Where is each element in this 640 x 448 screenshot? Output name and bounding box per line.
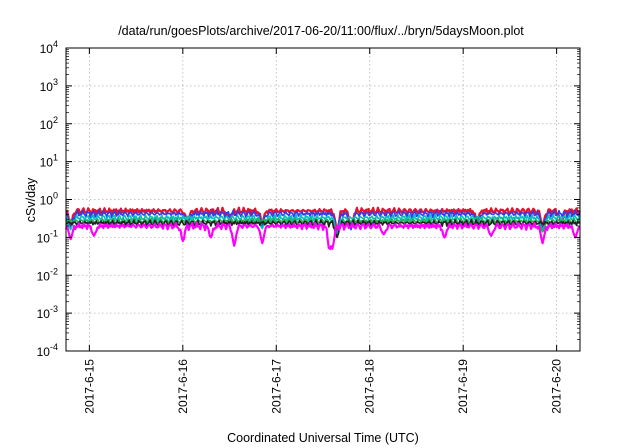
y-tick-label: 10-2 [37, 266, 58, 283]
y-tick-label: 102 [40, 115, 58, 132]
series-line [64, 221, 581, 250]
x-tick-label: 2017-6-20 [550, 359, 564, 414]
y-tick-label: 100 [40, 191, 58, 208]
x-tick-label: 2017-6-17 [269, 359, 283, 414]
x-tick-label: 2017-6-15 [82, 359, 96, 414]
y-tick-label: 103 [40, 77, 58, 94]
x-tick-label: 2017-6-16 [176, 359, 190, 414]
x-axis: 2017-6-15 2017-6-16 2017-6-17 2017-6-18 2017… [82, 48, 564, 414]
series-line [65, 218, 581, 239]
y-tick-label: 101 [40, 153, 58, 170]
y-axis: 10-4 10-3 10-2 10-1 100 101 102 103 104 [37, 39, 580, 359]
y-tick-label: 10-4 [37, 342, 58, 359]
x-axis-label: Coordinated Universal Time (UTC) [227, 431, 419, 445]
series-lines [64, 206, 581, 250]
series-line [65, 216, 581, 239]
y-tick-label: 10-3 [37, 304, 58, 321]
grid [66, 48, 580, 351]
x-tick-label: 2017-6-18 [363, 359, 377, 414]
y-tick-label: 10-1 [37, 228, 58, 245]
x-tick-label: 2017-6-19 [456, 359, 470, 414]
y-tick-label: 104 [40, 39, 58, 56]
y-axis-label: cSv/day [24, 177, 38, 222]
series-line [65, 209, 581, 236]
chart-title: /data/run/goesPlots/archive/2017-06-20/1… [118, 24, 524, 38]
series-line [66, 213, 581, 237]
